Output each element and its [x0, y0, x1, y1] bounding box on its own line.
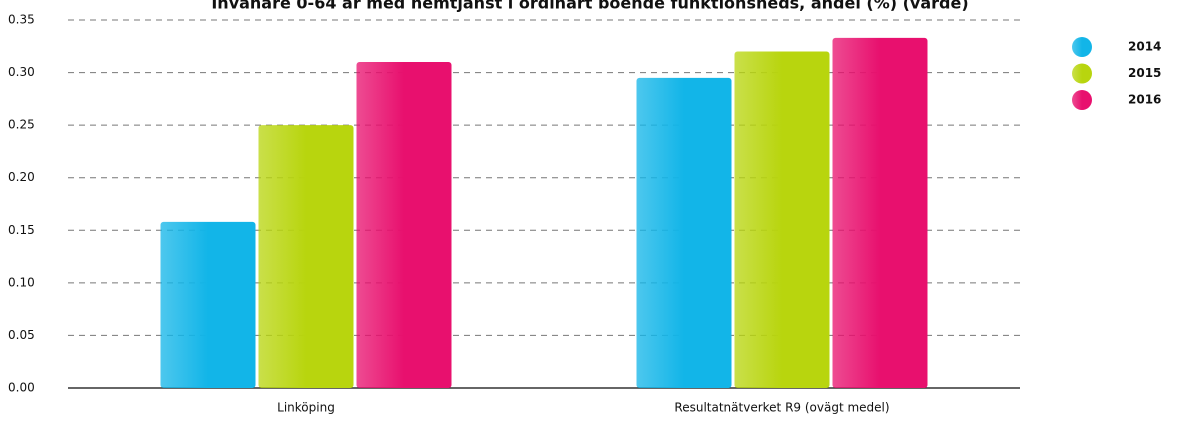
x-tick-label: Linköping: [277, 401, 335, 415]
legend-marker: [1072, 63, 1092, 84]
legend-label: 2014: [1128, 40, 1161, 54]
legend-label: 2015: [1128, 66, 1161, 80]
y-tick-label: 0.30: [8, 65, 35, 79]
legend-marker: [1072, 37, 1092, 57]
bar: [636, 77, 732, 388]
bar: [734, 51, 830, 389]
bar: [258, 125, 354, 389]
y-tick-label: 0.10: [8, 275, 35, 289]
y-tick-label: 0.00: [8, 381, 35, 395]
bar: [356, 62, 452, 389]
x-tick-label: Resultatnätverket R9 (ovägt medel): [674, 401, 889, 415]
bar: [160, 221, 256, 388]
bar: [832, 37, 928, 388]
legend-marker: [1072, 90, 1092, 110]
legend-label: 2016: [1128, 93, 1161, 107]
y-tick-label: 0.25: [8, 118, 35, 132]
y-tick-label: 0.15: [8, 223, 35, 237]
chart-title: Invånare 0-64 år med hemtjänst i ordinär…: [211, 0, 968, 13]
y-tick-label: 0.05: [8, 328, 35, 342]
y-tick-label: 0.35: [8, 13, 35, 27]
y-tick-label: 0.20: [8, 170, 35, 184]
